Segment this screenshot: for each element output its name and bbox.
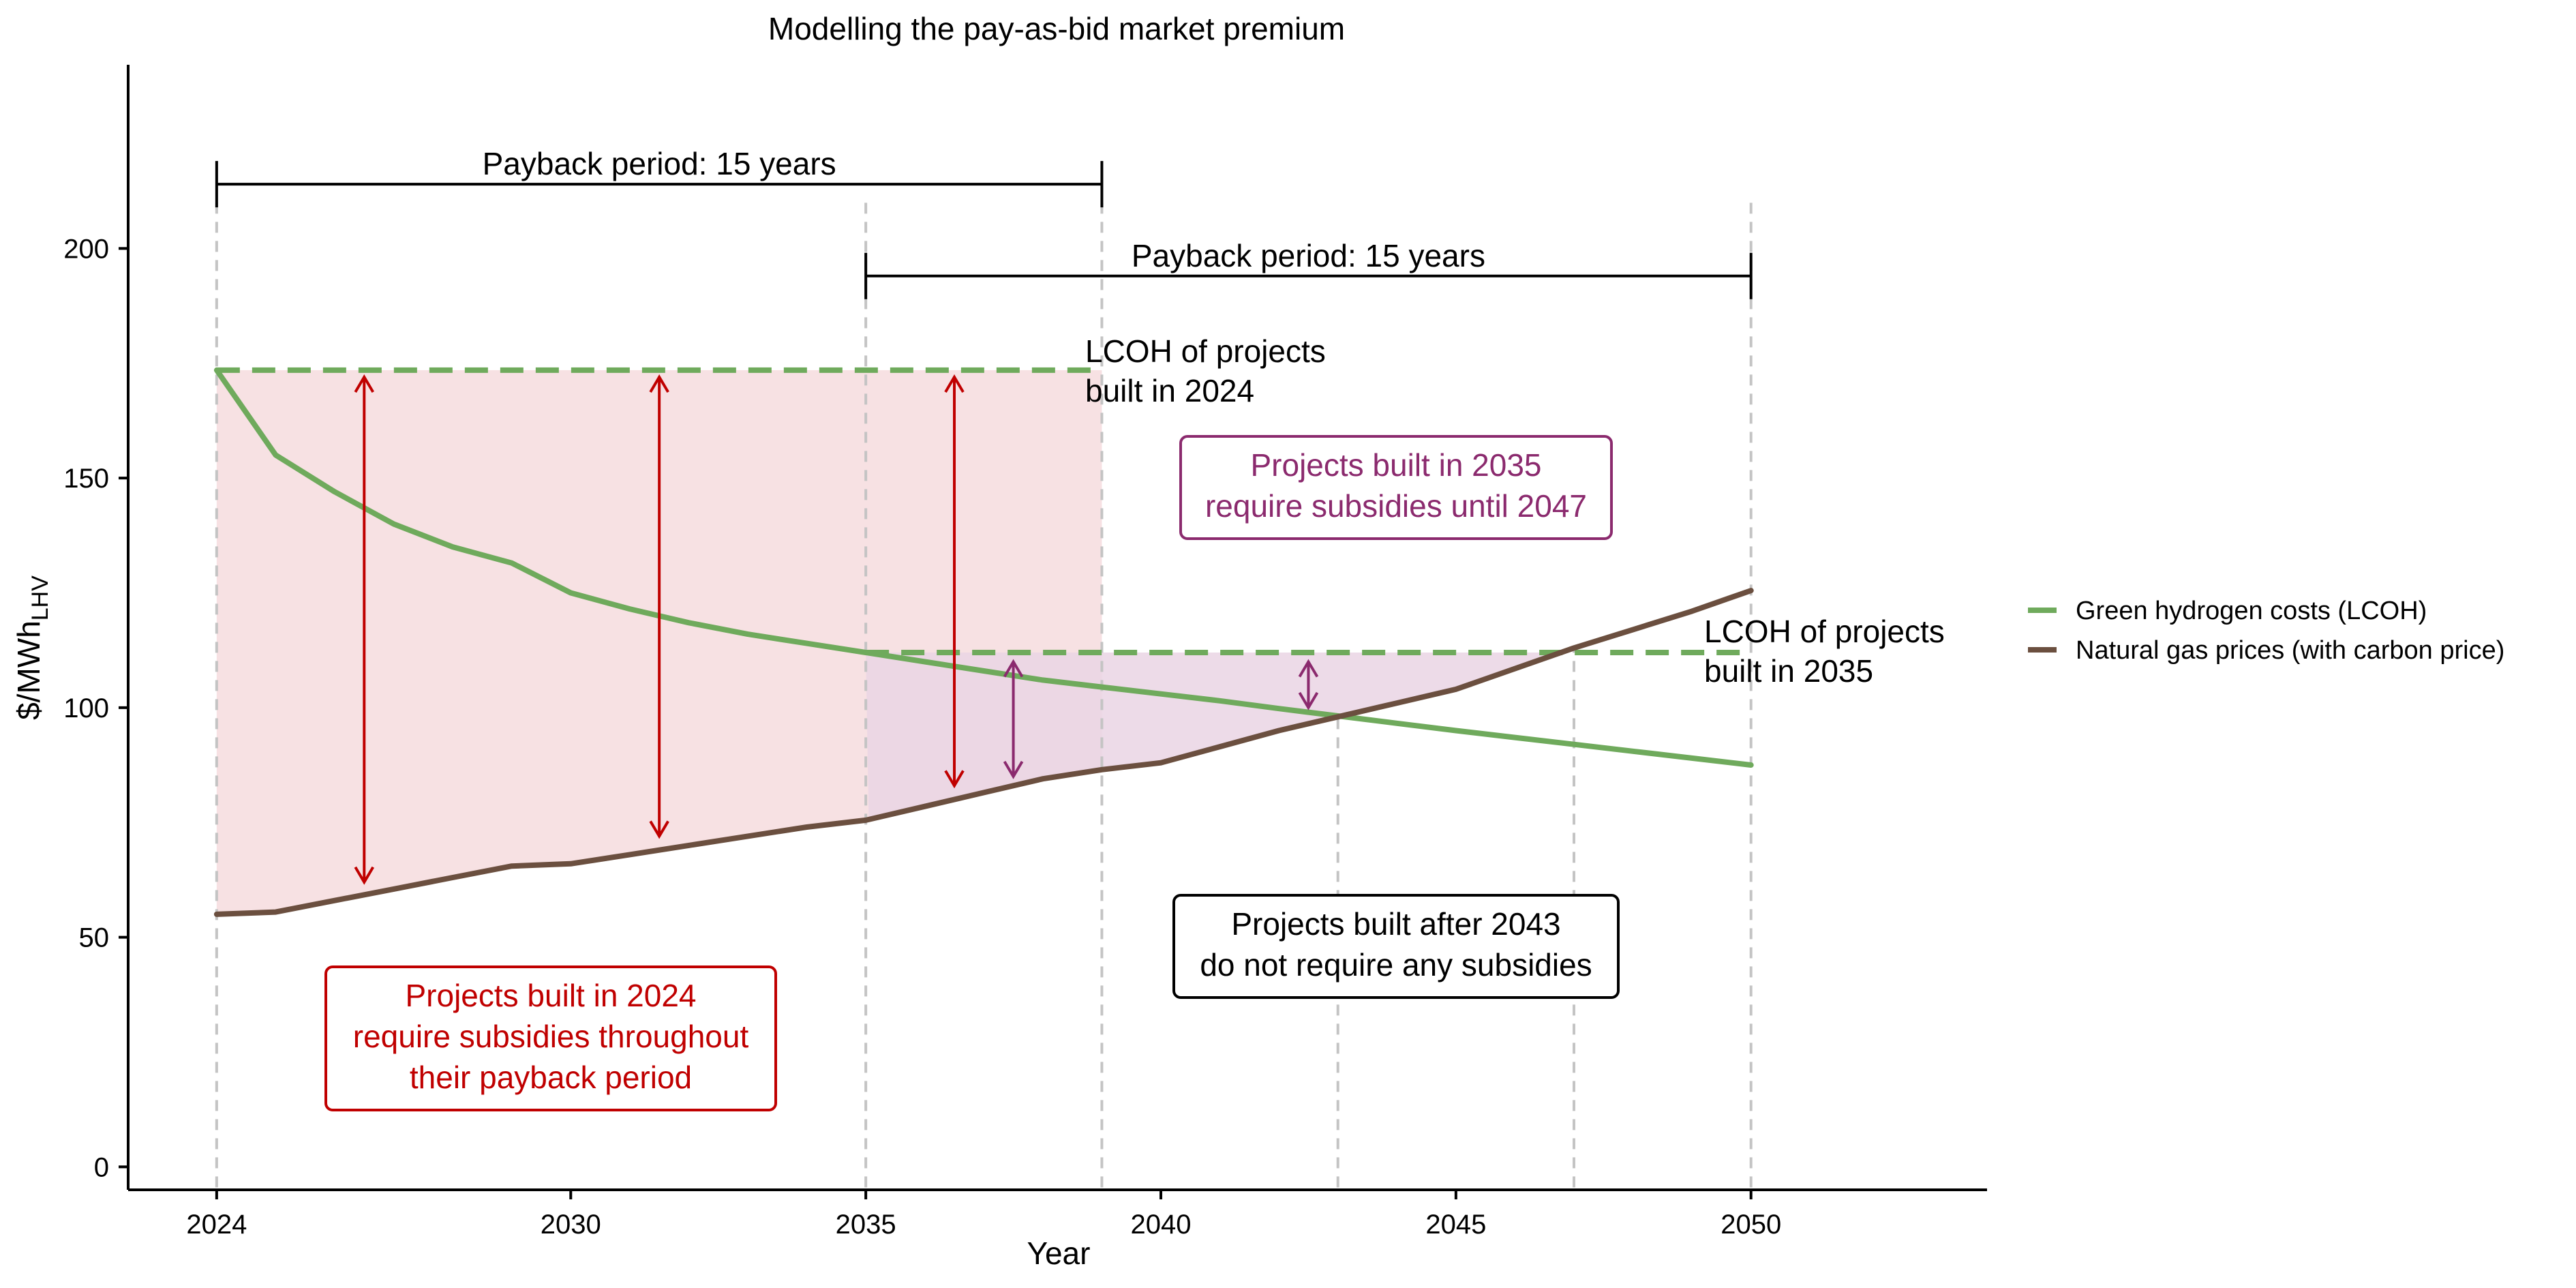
y-tick-label-100: 100 bbox=[63, 693, 109, 723]
series-lines bbox=[213, 367, 1754, 917]
arrow-2035-1-head-down bbox=[1298, 691, 1319, 710]
chart-title: Modelling the pay-as-bid market premium bbox=[768, 11, 1345, 46]
arrow-2035-1-head-up bbox=[1298, 659, 1319, 678]
annotation-box-red bbox=[324, 965, 777, 1111]
payback-label-0: Payback period: 15 years bbox=[483, 146, 836, 181]
annotation-box-black bbox=[1172, 894, 1620, 999]
y-tick-label-200: 200 bbox=[63, 234, 109, 264]
y-axis-label-main: $/MWh bbox=[11, 620, 46, 720]
arrow-2024-1-head-down bbox=[649, 820, 669, 839]
annotation-box-purple bbox=[1179, 435, 1613, 540]
arrow-2024-0-head-up bbox=[354, 374, 375, 393]
x-tick-label-2045: 2045 bbox=[1425, 1210, 1486, 1240]
subsidy-arrows bbox=[354, 374, 1319, 885]
payback-brackets: Payback period: 15 years Payback period: … bbox=[215, 146, 1753, 299]
arrow-2024-2-head-up bbox=[944, 374, 965, 393]
y-axis-label: $/MWhLHV bbox=[11, 575, 53, 720]
lcoh-2024-label-line2: built in 2024 bbox=[1085, 373, 1254, 408]
arrow-2024-1-head-up bbox=[649, 374, 669, 393]
annotation-text-black-1: do not require any subsidies bbox=[1200, 947, 1592, 983]
y-tick-label-50: 50 bbox=[79, 923, 110, 953]
arrow-2024-0-head-down bbox=[354, 866, 375, 885]
annotation-text-red-1: require subsidies throughout bbox=[353, 1019, 749, 1054]
axes: 0 50 100 150 200 2024 2030 2035 2040 2045 2050 bbox=[63, 65, 1987, 1240]
arrow-2024-2-head-down bbox=[944, 770, 965, 789]
y-tick-label-0: 0 bbox=[94, 1152, 109, 1182]
annotation-text-red-2: their payback period bbox=[410, 1060, 692, 1095]
y-axis-label-subscript: LHV bbox=[27, 575, 53, 620]
annotation-text-red-0: Projects built in 2024 bbox=[405, 978, 696, 1013]
legend: Green hydrogen costs (LCOH) Natural gas p… bbox=[2028, 597, 2504, 665]
annotation-text-black-0: Projects built after 2043 bbox=[1231, 906, 1560, 942]
x-tick-label-2040: 2040 bbox=[1131, 1210, 1192, 1240]
arrow-2035-0-head-down bbox=[1003, 760, 1024, 779]
lcoh-2035-label-line1: LCOH of projects bbox=[1704, 614, 1945, 649]
annotation-text-purple-1: require subsidies until 2047 bbox=[1205, 488, 1587, 524]
lcoh-2035-label-line2: built in 2035 bbox=[1704, 653, 1873, 689]
series-line-0 bbox=[213, 367, 1754, 768]
y-tick-label-150: 150 bbox=[63, 464, 109, 494]
x-tick-label-2050: 2050 bbox=[1721, 1210, 1781, 1240]
lcoh-2024-label-line1: LCOH of projects bbox=[1085, 333, 1326, 369]
annotation-boxes: Projects built in 2024 require subsidies … bbox=[324, 435, 1620, 1111]
annotation-text-purple-0: Projects built in 2035 bbox=[1250, 447, 1541, 483]
payback-label-1: Payback period: 15 years bbox=[1132, 238, 1485, 273]
lcoh-dashed-levels bbox=[216, 367, 1751, 656]
series-line-1 bbox=[213, 588, 1754, 917]
legend-label-0: Green hydrogen costs (LCOH) bbox=[2076, 597, 2427, 625]
arrow-2035-0-head-up bbox=[1003, 659, 1024, 678]
x-tick-label-2030: 2030 bbox=[541, 1210, 601, 1240]
x-tick-label-2024: 2024 bbox=[186, 1210, 247, 1240]
legend-label-1: Natural gas prices (with carbon price) bbox=[2076, 636, 2504, 665]
x-tick-label-2035: 2035 bbox=[836, 1210, 896, 1240]
x-axis-label: Year bbox=[1027, 1235, 1091, 1271]
